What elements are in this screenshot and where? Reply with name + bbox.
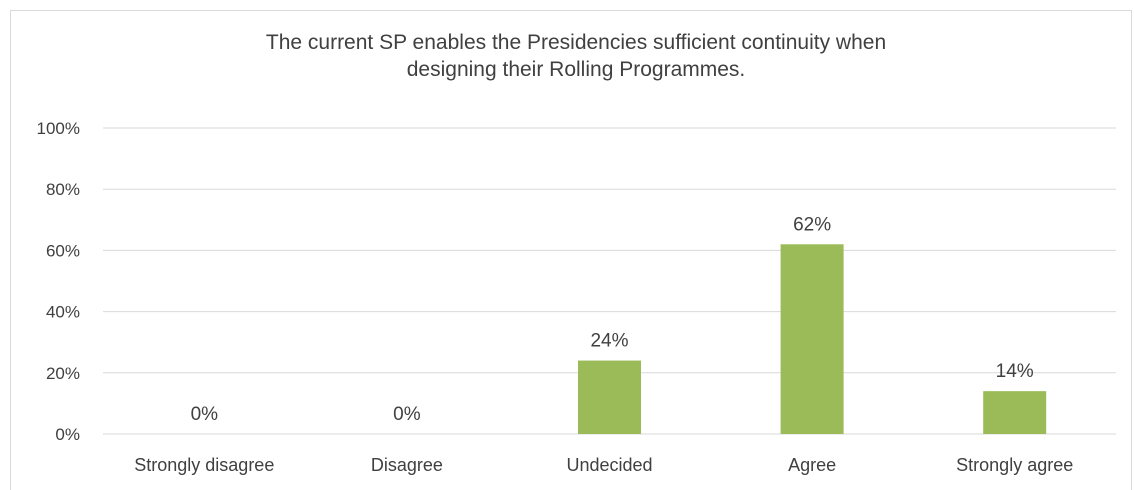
y-tick-label: 60% (46, 241, 80, 260)
y-tick-label: 80% (46, 180, 80, 199)
chart-title: The current SP enables the Presidencies … (266, 31, 886, 81)
category-label: Disagree (371, 455, 443, 475)
x-axis-category-labels: Strongly disagree Disagree Undecided Agree S… (134, 455, 1073, 475)
chart-title-line-2: designing their Rolling Programmes. (407, 58, 746, 81)
data-label: 0% (393, 404, 421, 425)
bar (578, 360, 641, 434)
data-label: 62% (793, 214, 831, 235)
y-tick-label: 20% (46, 364, 80, 383)
y-tick-label: 40% (46, 303, 80, 322)
bar (780, 244, 844, 434)
data-label: 24% (590, 331, 628, 352)
data-labels: 0% 0% 24% 62% 14% (191, 214, 1034, 425)
category-label: Undecided (566, 455, 652, 475)
y-tick-label: 100% (37, 119, 80, 138)
bars (578, 244, 1047, 434)
category-label: Agree (788, 455, 836, 475)
y-axis-tick-labels: 0% 20% 40% 60% 80% 100% (37, 119, 80, 444)
y-tick-label: 0% (55, 425, 80, 444)
bar (983, 391, 1047, 434)
category-label: Strongly agree (956, 455, 1073, 475)
category-label: Strongly disagree (134, 455, 274, 475)
chart-title-line-1: The current SP enables the Presidencies … (266, 31, 886, 54)
data-label: 14% (996, 361, 1034, 382)
data-label: 0% (191, 404, 219, 425)
